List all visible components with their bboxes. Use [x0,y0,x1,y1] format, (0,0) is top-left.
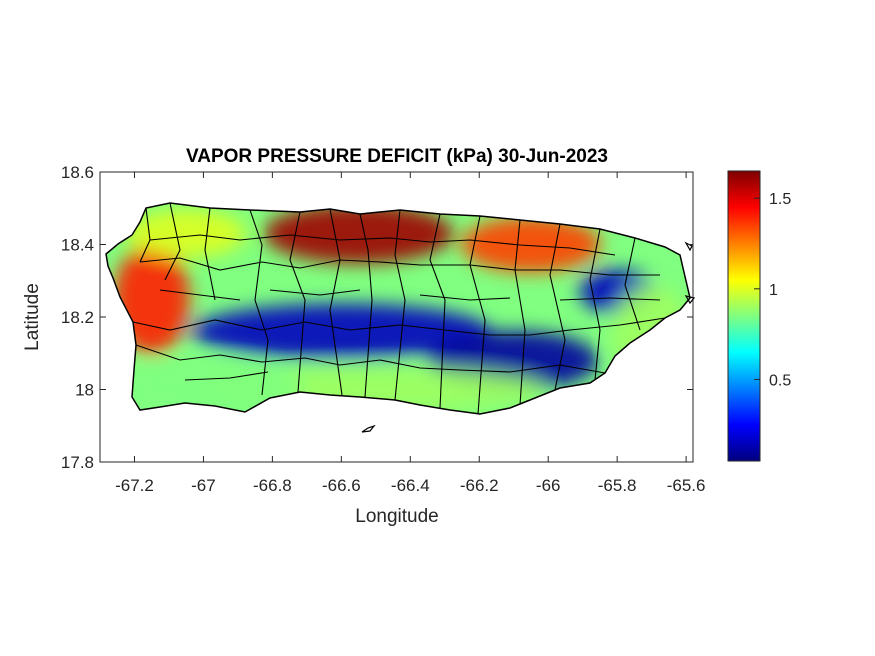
x-tick-label: -67.2 [115,476,154,495]
y-tick-label: 17.8 [61,453,94,472]
y-axis-label: Latitude [22,283,43,351]
x-tick-label: -67 [191,476,216,495]
y-tick-label: 18 [75,381,94,400]
x-tick-label: -66.8 [253,476,292,495]
x-tick-label: -66.6 [322,476,361,495]
colorbar [727,170,761,462]
y-tick-label: 18.2 [61,308,94,327]
x-tick-label: -66 [536,476,561,495]
x-tick-label: -66.4 [391,476,430,495]
x-axis-label: Longitude [355,506,438,527]
x-tick-label: -65.8 [598,476,637,495]
map-title: VAPOR PRESSURE DEFICIT (kPa) 30-Jun-2023 [186,146,608,167]
municipal-boundaries [132,203,666,414]
y-tick-label: 18.6 [61,163,94,182]
colorbar-tick-label: 1 [769,282,778,299]
vpd-region [263,203,454,264]
vpd-region [106,361,304,414]
x-tick-label: -65.6 [667,476,706,495]
y-axis: 17.8 18 18.2 18.4 18.6 [61,163,693,472]
vpd-region [126,209,247,258]
island-coastline [105,202,691,415]
x-axis: -67.2 -67 -66.8 -66.6 -66.4 -66.2 -66 -65.8 -65.… [115,172,705,495]
y-tick-label: 18.4 [61,236,94,255]
x-tick-label: -66.2 [460,476,499,495]
vpd-region [191,303,492,360]
vpd-region [461,216,601,273]
colorbar-tick-label: 1.5 [769,191,791,208]
colorbar-tick-label: 0.5 [769,372,791,389]
colorbar-axis: 0.5 1 1.5 [754,191,791,389]
